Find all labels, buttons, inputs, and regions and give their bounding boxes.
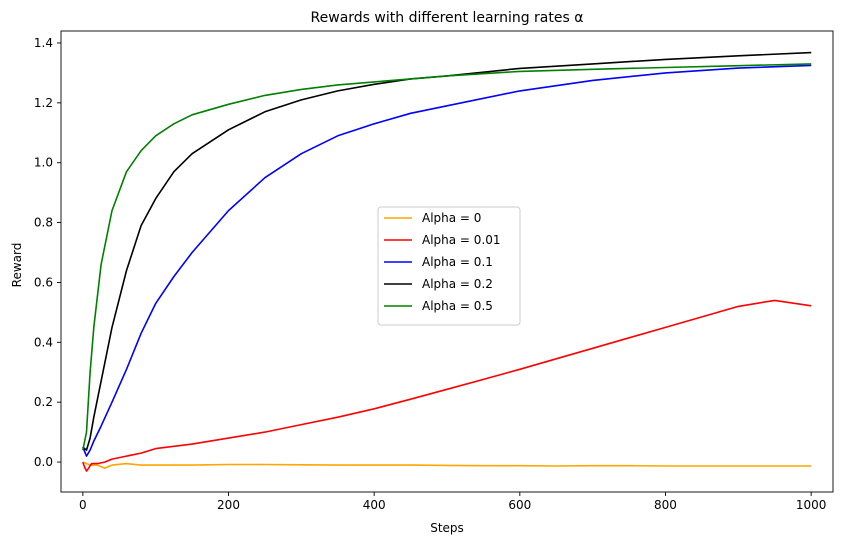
series-line-1 <box>82 461 812 469</box>
legend-label: Alpha = 0 <box>422 211 481 225</box>
y-tick-label: 1.4 <box>34 36 53 50</box>
legend-box <box>377 206 521 326</box>
y-tick-label: 0.0 <box>34 455 53 469</box>
x-tick-label: 600 <box>508 498 531 512</box>
chart-title: Rewards with different learning rates α <box>311 10 584 26</box>
x-tick-label: 400 <box>363 498 386 512</box>
x-tick-label: 0 <box>79 498 87 512</box>
series-line-3 <box>82 64 812 457</box>
y-axis: 0.0 0.2 0.4 0.6 0.8 1.0 1.2 1.4 <box>34 36 61 469</box>
legend-label: Alpha = 0.2 <box>422 277 493 291</box>
x-tick-label: 200 <box>217 498 240 512</box>
y-tick-label: 1.2 <box>34 96 53 110</box>
y-tick-label: 0.6 <box>34 275 53 289</box>
legend-label: Alpha = 0.1 <box>422 255 493 269</box>
x-axis: 0 200 400 600 800 1000 <box>79 492 826 512</box>
plot-frame <box>60 30 834 493</box>
x-tick-label: 800 <box>654 498 677 512</box>
series-line-5 <box>82 63 812 451</box>
y-tick-label: 0.4 <box>34 335 53 349</box>
x-axis-title: Steps <box>430 521 464 535</box>
plot-area <box>60 30 834 493</box>
legend-label: Alpha = 0.01 <box>422 233 501 247</box>
series-lines <box>82 51 812 472</box>
y-tick-label: 1.0 <box>34 156 53 170</box>
x-tick-label: 1000 <box>796 498 827 512</box>
series-line-2 <box>82 299 812 472</box>
y-axis-title: Reward <box>10 243 24 288</box>
legend-label: Alpha = 0.5 <box>422 299 493 313</box>
y-tick-label: 0.8 <box>34 216 53 230</box>
y-tick-label: 0.2 <box>34 395 53 409</box>
series-line-4 <box>82 51 812 451</box>
legend: Alpha = 0 Alpha = 0.01 Alpha = 0.1 Alpha = … <box>377 206 521 326</box>
